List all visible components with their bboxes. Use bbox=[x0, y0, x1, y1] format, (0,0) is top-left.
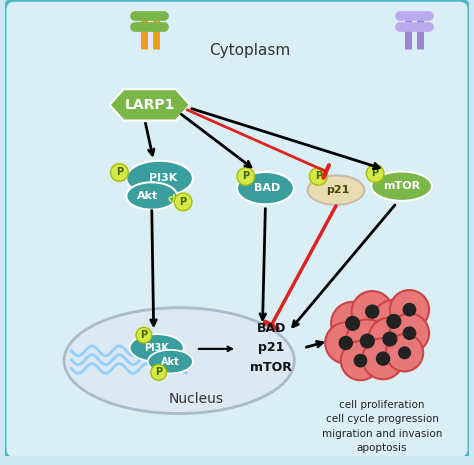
Text: P: P bbox=[155, 367, 162, 378]
Ellipse shape bbox=[126, 182, 177, 210]
Circle shape bbox=[386, 334, 423, 372]
Circle shape bbox=[390, 290, 429, 329]
Circle shape bbox=[341, 341, 380, 380]
Text: d: d bbox=[167, 194, 175, 204]
Circle shape bbox=[383, 332, 397, 346]
Text: BAD
p21
mTOR: BAD p21 mTOR bbox=[250, 322, 292, 374]
Text: P: P bbox=[315, 172, 322, 181]
Text: p21: p21 bbox=[326, 185, 350, 195]
Text: Akt: Akt bbox=[161, 357, 180, 366]
Text: P: P bbox=[372, 168, 379, 179]
FancyBboxPatch shape bbox=[5, 0, 469, 458]
Text: LARP1: LARP1 bbox=[125, 98, 175, 112]
Circle shape bbox=[338, 336, 353, 350]
Circle shape bbox=[136, 327, 152, 343]
Text: P: P bbox=[140, 330, 147, 340]
Text: Cytoplasm: Cytoplasm bbox=[209, 43, 291, 59]
Circle shape bbox=[390, 313, 429, 353]
Circle shape bbox=[376, 352, 390, 366]
Ellipse shape bbox=[130, 334, 183, 362]
Circle shape bbox=[325, 322, 366, 364]
Circle shape bbox=[237, 167, 255, 185]
Circle shape bbox=[354, 354, 367, 367]
Circle shape bbox=[398, 346, 411, 359]
Text: P: P bbox=[180, 197, 187, 207]
Circle shape bbox=[372, 300, 415, 343]
Circle shape bbox=[360, 333, 375, 349]
Circle shape bbox=[386, 314, 401, 329]
Circle shape bbox=[331, 302, 374, 345]
Text: PI3K: PI3K bbox=[144, 343, 169, 353]
Text: cell proliferation
cell cycle progression
migration and invasion
apoptosis: cell proliferation cell cycle progressio… bbox=[322, 400, 442, 453]
Circle shape bbox=[366, 165, 384, 182]
Circle shape bbox=[402, 303, 416, 317]
Ellipse shape bbox=[148, 350, 193, 373]
Circle shape bbox=[402, 326, 416, 340]
Polygon shape bbox=[109, 89, 190, 120]
Circle shape bbox=[310, 167, 327, 185]
Text: P: P bbox=[242, 172, 249, 181]
Circle shape bbox=[365, 305, 380, 319]
Ellipse shape bbox=[64, 308, 294, 413]
Ellipse shape bbox=[308, 175, 365, 205]
Ellipse shape bbox=[237, 172, 294, 204]
Circle shape bbox=[174, 193, 192, 211]
Circle shape bbox=[345, 316, 360, 331]
Text: Nucleus: Nucleus bbox=[168, 392, 223, 406]
Circle shape bbox=[110, 164, 128, 181]
Circle shape bbox=[151, 365, 166, 380]
Text: PI3K: PI3K bbox=[149, 173, 178, 183]
Ellipse shape bbox=[371, 172, 432, 201]
Text: Akt: Akt bbox=[137, 191, 158, 201]
Ellipse shape bbox=[126, 161, 193, 196]
Text: mTOR: mTOR bbox=[383, 181, 420, 191]
Circle shape bbox=[346, 319, 389, 363]
Text: P: P bbox=[116, 167, 123, 178]
Circle shape bbox=[363, 338, 403, 379]
Circle shape bbox=[368, 318, 411, 361]
Text: BAD: BAD bbox=[254, 183, 281, 193]
Circle shape bbox=[352, 291, 393, 332]
